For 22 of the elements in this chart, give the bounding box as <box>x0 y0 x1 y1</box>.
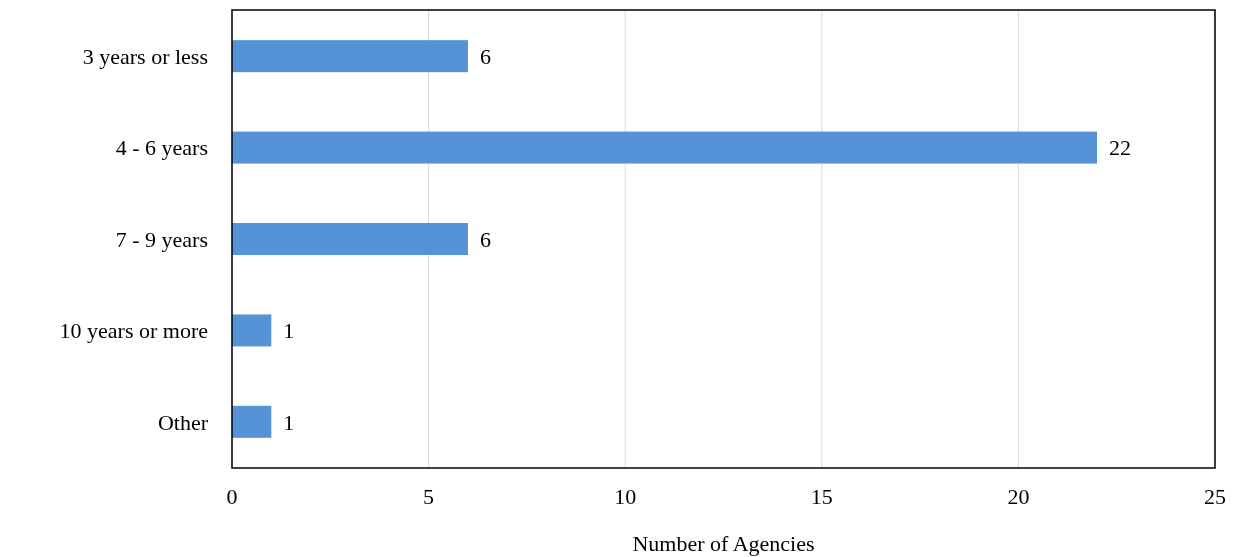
data-label: 22 <box>1109 135 1132 161</box>
x-tick-label: 15 <box>810 484 833 509</box>
bar <box>232 223 468 255</box>
bar <box>232 40 468 73</box>
data-label: 6 <box>479 43 491 69</box>
data-label: 6 <box>479 226 491 252</box>
data-label: 1 <box>283 318 295 344</box>
x-tick-label: 25 <box>1204 484 1226 509</box>
data-label: 1 <box>283 409 295 435</box>
x-axis-title: Number of Agencies <box>632 531 815 556</box>
bar <box>232 131 1098 164</box>
bar <box>232 405 272 438</box>
y-tick-label: Other <box>157 409 209 435</box>
y-tick-label: 3 years or less <box>82 43 208 69</box>
y-tick-label: 10 years or more <box>59 318 208 344</box>
x-tick-label: 20 <box>1007 484 1030 509</box>
y-tick-label: 7 - 9 years <box>115 226 208 252</box>
x-tick-label: 10 <box>614 484 637 509</box>
x-tick-label: 5 <box>423 484 435 509</box>
bar <box>232 314 272 347</box>
x-tick-label: 0 <box>226 484 238 509</box>
y-tick-label: 4 - 6 years <box>115 135 208 161</box>
